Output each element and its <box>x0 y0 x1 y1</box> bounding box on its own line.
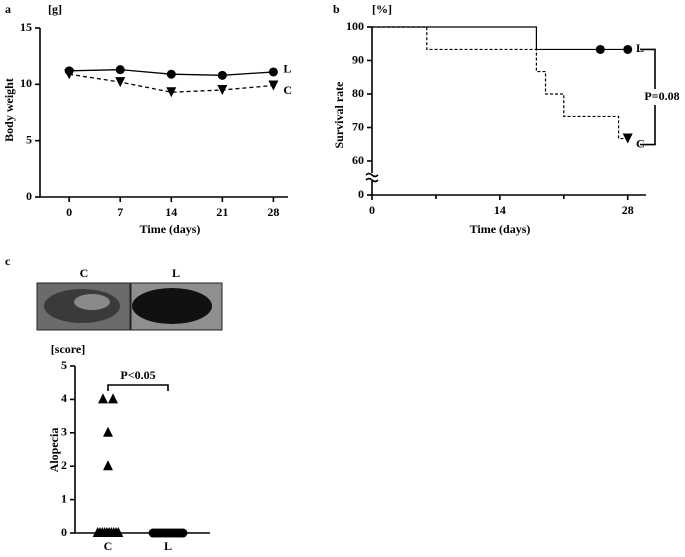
x-tick-label: 7 <box>117 205 123 219</box>
marker <box>217 84 228 95</box>
series-label: L <box>283 62 291 76</box>
marker <box>98 393 108 404</box>
x-tick-label: 0 <box>369 203 375 217</box>
x-tick-label: 28 <box>267 205 279 219</box>
x-tick-label: 28 <box>622 203 634 217</box>
axis-break-mark <box>365 172 379 183</box>
marker <box>103 460 113 471</box>
x-tick-label: L <box>164 539 172 553</box>
y-tick-label: 80 <box>352 86 364 100</box>
panel-label: c <box>5 254 11 268</box>
annotation: P<0.05 <box>120 368 155 382</box>
x-tick-label: 14 <box>494 203 506 217</box>
marker <box>108 393 118 404</box>
x-tick-label: 0 <box>66 205 72 219</box>
y-label: Alopecia <box>47 428 61 473</box>
x-tick-label: 14 <box>165 205 177 219</box>
series-label: L <box>636 41 644 55</box>
photo-label: C <box>80 266 89 280</box>
marker <box>115 77 126 88</box>
series-line <box>69 73 274 93</box>
y-tick-label: 1 <box>61 491 67 505</box>
y-tick-label: 0 <box>26 189 32 203</box>
y-tick-label: 60 <box>352 153 364 167</box>
y-tick-label: 90 <box>352 52 364 66</box>
marker <box>113 527 124 537</box>
y-tick-label: 2 <box>61 458 67 472</box>
marker <box>595 44 605 54</box>
mouse-l <box>132 288 212 324</box>
marker <box>64 69 75 80</box>
y-tick-label: 0 <box>61 525 67 539</box>
y-tick-label: 4 <box>61 391 67 405</box>
y-tick-label: 3 <box>61 425 67 439</box>
marker <box>623 44 633 54</box>
marker <box>217 70 227 80</box>
annotation-bg <box>648 89 678 105</box>
y-label: Survival rate <box>332 81 346 149</box>
y-tick-label: 0 <box>358 187 364 201</box>
marker <box>103 426 113 437</box>
marker <box>166 87 177 98</box>
axis-break <box>366 173 378 181</box>
y-tick-label: 100 <box>346 19 364 33</box>
y-tick-label: 10 <box>20 76 32 90</box>
y-label: Body weight <box>2 78 16 142</box>
marker <box>622 133 633 144</box>
marker <box>268 67 278 77</box>
y-tick-label: 5 <box>61 358 67 372</box>
marker <box>115 65 125 75</box>
marker <box>166 69 176 79</box>
survival-line <box>372 26 628 140</box>
y-tick-label: 70 <box>352 119 364 133</box>
y-tick-label: 5 <box>26 132 32 146</box>
x-label: Time (days) <box>140 222 201 236</box>
x-tick-label: C <box>104 539 113 553</box>
x-label: Time (days) <box>470 222 531 236</box>
alopecia-patch <box>74 294 110 310</box>
y-unit: [g] <box>48 2 62 16</box>
marker <box>178 528 188 538</box>
panel-label: b <box>333 2 340 16</box>
y-tick-label: 15 <box>20 20 32 34</box>
bracket <box>107 384 169 391</box>
series-label: C <box>636 136 645 150</box>
y-unit: [%] <box>372 2 392 16</box>
annotation: P=0.08 <box>644 89 679 103</box>
photo-label: L <box>172 266 180 280</box>
panel-label: a <box>5 2 11 16</box>
series-label: C <box>283 83 292 97</box>
survival-line <box>372 26 628 51</box>
marker <box>268 80 279 91</box>
x-tick-label: 21 <box>216 205 228 219</box>
y-unit: [score] <box>51 342 85 356</box>
